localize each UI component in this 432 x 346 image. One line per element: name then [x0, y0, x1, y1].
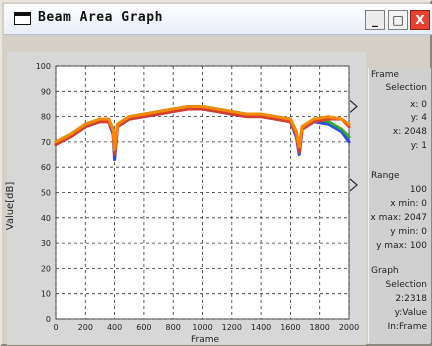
y-tick-label: 20 — [41, 264, 51, 273]
side-item: x: 0 — [410, 100, 427, 110]
window-title: Beam Area Graph — [38, 10, 163, 25]
x-tick-label: 1000 — [192, 323, 212, 332]
side-item: y max: 100 — [376, 241, 427, 251]
x-tick-label: 800 — [166, 323, 181, 332]
x-tick-label: 0 — [53, 323, 58, 332]
y-tick-label: 100 — [36, 62, 51, 71]
y-axis-label: Value[dB] — [5, 181, 16, 231]
graph-area: 100 90 80 70 60 50 40 30 20 10 0 0 200 400 600 800 1000 1… — [7, 52, 366, 345]
y-tick-label: 10 — [41, 290, 51, 299]
y-tick-label: 40 — [41, 214, 51, 223]
side-item: Selection — [385, 280, 427, 290]
side-heading-range: Range — [371, 171, 400, 181]
side-item: y min: 0 — [390, 227, 427, 237]
upper-cursor-marker[interactable] — [349, 100, 358, 113]
side-item: In:Frame — [387, 322, 427, 332]
side-item: Selection — [385, 83, 427, 93]
x-tick-label: 1400 — [251, 323, 271, 332]
x-axis-label: Frame — [190, 335, 220, 345]
x-tick-label: 1600 — [280, 323, 300, 332]
x-tick-label: 1200 — [222, 323, 242, 332]
y-tick-label: 0 — [46, 315, 51, 324]
side-item: x: 2048 — [392, 127, 427, 137]
title-bar[interactable]: Beam Area Graph _ □ X — [4, 4, 432, 35]
window-icon — [14, 12, 31, 25]
side-heading-graph: Graph — [371, 266, 399, 276]
side-item: 100 — [409, 185, 427, 195]
x-tick-label: 1800 — [310, 323, 330, 332]
minimize-button[interactable]: _ — [365, 10, 385, 30]
marker-layer — [349, 100, 358, 192]
y-tick-label: 30 — [41, 239, 51, 248]
y-tick-label: 60 — [41, 163, 51, 172]
x-tick-label: 400 — [107, 323, 122, 332]
side-item: y: 1 — [410, 141, 427, 151]
side-item: x min: 0 — [390, 199, 427, 209]
side-item: x max: 2047 — [370, 213, 427, 223]
side-info-panel: Frame Selection x: 0 y: 4 x: 2048 y: 1 R… — [368, 68, 431, 343]
close-button[interactable]: X — [410, 10, 430, 30]
y-tick-label: 80 — [41, 113, 51, 122]
x-tick-label: 2000 — [339, 323, 359, 332]
side-item: 2:2318 — [395, 294, 427, 304]
y-tick-label: 50 — [41, 189, 51, 198]
side-item: y:Value — [394, 308, 427, 318]
x-tick-label: 600 — [136, 323, 151, 332]
lower-cursor-marker[interactable] — [349, 178, 358, 192]
y-tick-label: 70 — [41, 138, 51, 147]
series-line-4 — [54, 104, 351, 152]
y-tick-label: 90 — [41, 87, 51, 96]
side-heading-frame: Frame — [371, 70, 400, 80]
x-tick-label: 200 — [78, 323, 93, 332]
side-item: y: 4 — [410, 113, 427, 123]
maximize-button[interactable]: □ — [388, 10, 408, 30]
series-layer — [54, 104, 351, 162]
